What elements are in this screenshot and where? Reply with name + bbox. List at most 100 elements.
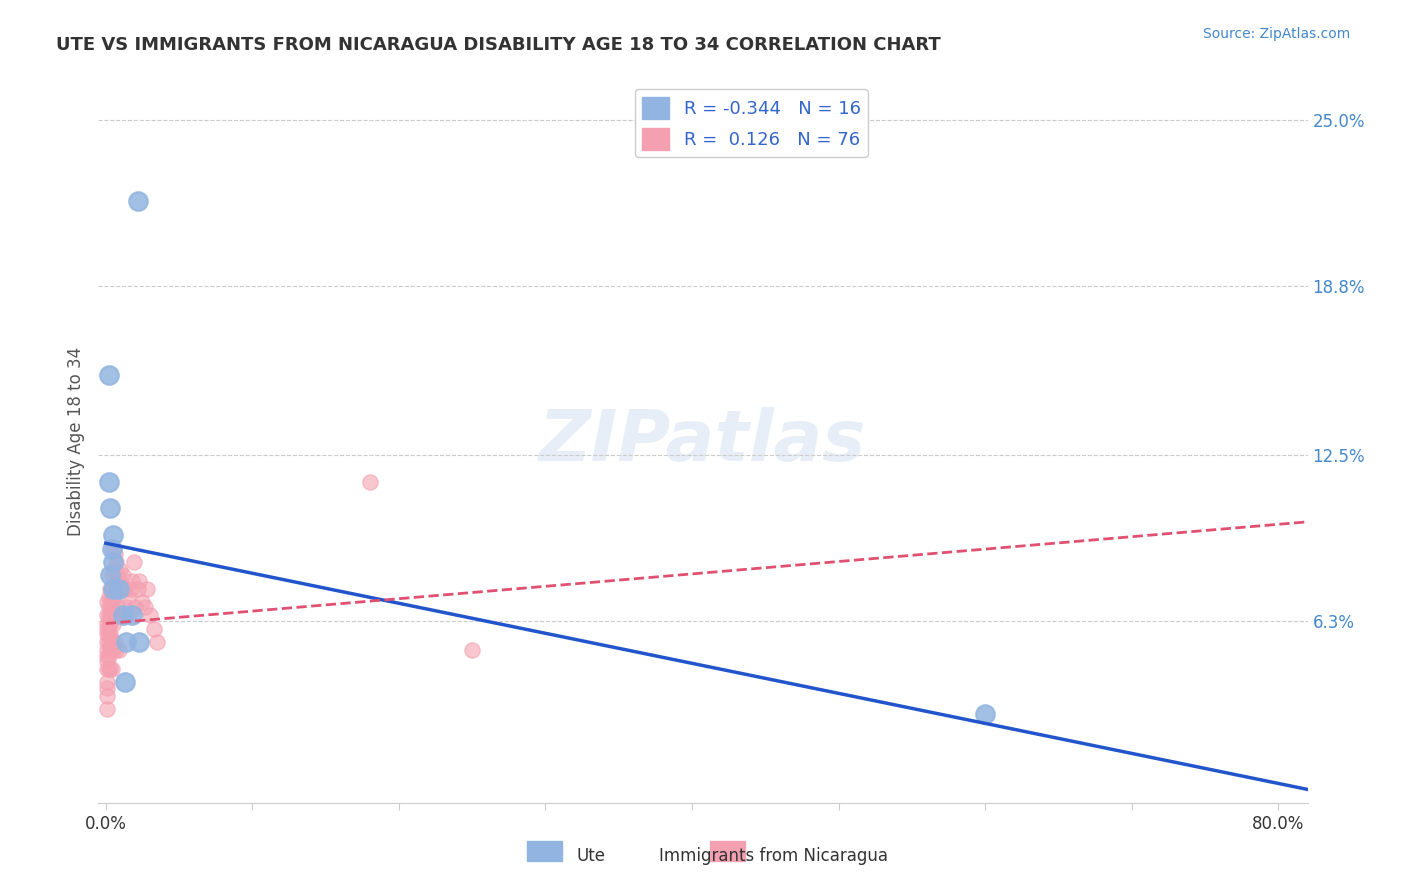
Text: Immigrants from Nicaragua: Immigrants from Nicaragua: [659, 847, 887, 865]
Point: [134, 600, 156, 615]
Point: [135, 582, 157, 596]
Point: [98, 501, 121, 516]
Point: [103, 635, 125, 649]
Point: [114, 675, 136, 690]
Point: [112, 568, 135, 582]
Point: [118, 608, 141, 623]
Point: [96, 627, 118, 641]
Point: [108, 608, 131, 623]
Point: [100, 608, 122, 623]
Point: [97, 662, 120, 676]
Text: ZIPatlas: ZIPatlas: [540, 407, 866, 476]
Text: UTE VS IMMIGRANTS FROM NICARAGUA DISABILITY AGE 18 TO 34 CORRELATION CHART: UTE VS IMMIGRANTS FROM NICARAGUA DISABIL…: [56, 36, 941, 54]
Point: [96, 608, 118, 623]
Point: [107, 600, 129, 615]
Point: [100, 662, 122, 676]
Point: [122, 555, 145, 569]
Point: [98, 640, 121, 655]
Point: [127, 194, 149, 208]
Point: [101, 563, 124, 577]
Point: [127, 582, 149, 596]
Point: [96, 681, 118, 695]
Point: [359, 475, 381, 489]
Point: [101, 590, 124, 604]
Point: [97, 590, 120, 604]
Point: [97, 616, 120, 631]
Point: [121, 608, 143, 623]
Point: [98, 608, 121, 623]
Point: [111, 582, 134, 596]
Point: [97, 600, 120, 615]
Point: [97, 635, 120, 649]
Point: [120, 582, 142, 596]
Point: [96, 648, 118, 663]
Point: [96, 622, 118, 636]
Y-axis label: Disability Age 18 to 34: Disability Age 18 to 34: [66, 347, 84, 536]
Point: [98, 582, 121, 596]
Point: [114, 582, 136, 596]
Point: [98, 616, 121, 631]
Legend: R = -0.344   N = 16, R =  0.126   N = 76: R = -0.344 N = 16, R = 0.126 N = 76: [636, 89, 868, 157]
Point: [100, 582, 122, 596]
Point: [461, 643, 484, 657]
Point: [108, 574, 131, 588]
Point: [97, 648, 120, 663]
Point: [115, 635, 138, 649]
Point: [103, 582, 125, 596]
Point: [107, 568, 129, 582]
Point: [105, 608, 128, 623]
Point: [974, 707, 997, 722]
Point: [100, 568, 122, 582]
Point: [101, 582, 124, 596]
Point: [98, 627, 121, 641]
Point: [96, 616, 118, 631]
Point: [110, 608, 132, 623]
Point: [96, 662, 118, 676]
Point: [97, 475, 120, 489]
Point: [96, 654, 118, 668]
Point: [128, 574, 150, 588]
Point: [97, 627, 120, 641]
Point: [128, 635, 150, 649]
Point: [98, 568, 121, 582]
Point: [96, 635, 118, 649]
FancyBboxPatch shape: [710, 841, 745, 861]
Point: [105, 582, 128, 596]
Point: [97, 608, 120, 623]
Point: [96, 689, 118, 703]
Point: [108, 643, 131, 657]
Point: [100, 595, 122, 609]
Point: [117, 590, 139, 604]
Point: [96, 702, 118, 716]
Point: [146, 635, 169, 649]
Point: [108, 582, 131, 596]
Point: [105, 555, 128, 569]
Point: [101, 528, 124, 542]
Point: [101, 541, 124, 556]
Point: [97, 368, 120, 382]
Text: Ute: Ute: [576, 847, 605, 865]
Point: [131, 595, 153, 609]
Point: [101, 616, 124, 631]
Point: [103, 608, 125, 623]
Point: [124, 600, 146, 615]
Point: [96, 643, 118, 657]
Point: [112, 608, 135, 623]
Point: [121, 574, 143, 588]
Point: [96, 675, 118, 690]
Point: [101, 643, 124, 657]
Point: [143, 622, 166, 636]
Point: [105, 643, 128, 657]
Point: [98, 595, 121, 609]
Point: [115, 600, 138, 615]
Point: [101, 555, 124, 569]
Point: [100, 635, 122, 649]
Point: [138, 608, 160, 623]
Point: [110, 563, 132, 577]
Point: [98, 662, 121, 676]
Text: Source: ZipAtlas.com: Source: ZipAtlas.com: [1202, 27, 1350, 41]
FancyBboxPatch shape: [527, 841, 562, 861]
Point: [103, 547, 125, 561]
Point: [96, 595, 118, 609]
Point: [100, 541, 122, 556]
